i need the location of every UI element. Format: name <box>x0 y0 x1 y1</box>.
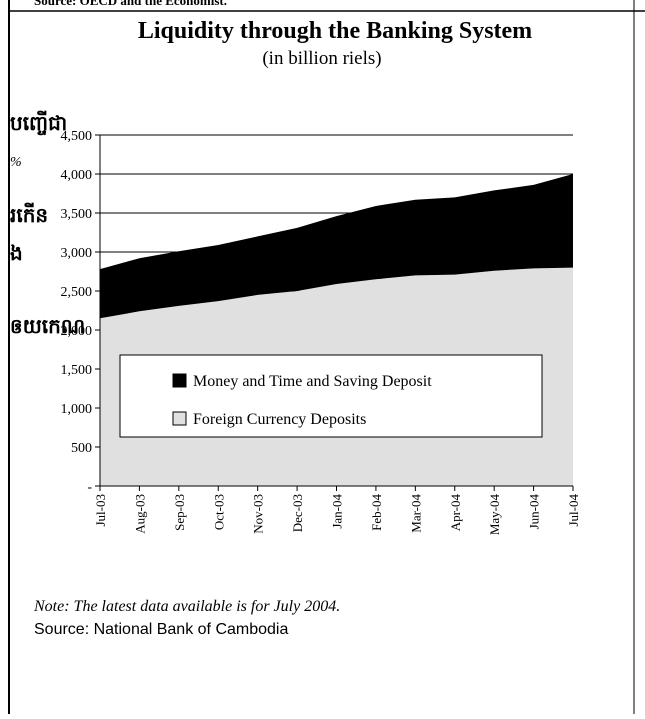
x-tick-label: Jul-03 <box>93 494 108 527</box>
y-tick-label: 1,000 <box>61 402 93 417</box>
legend-label: Foreign Currency Deposits <box>193 411 366 428</box>
x-tick-label: Feb-04 <box>369 494 384 531</box>
y-tick-label: 1,500 <box>61 363 93 378</box>
page-header: Source: OECD and the Economist. <box>34 0 227 8</box>
x-tick-label: Nov-03 <box>251 494 266 534</box>
x-tick-label: Jan-04 <box>330 494 345 529</box>
x-tick-label: Mar-04 <box>408 494 423 533</box>
x-tick-label: Jun-04 <box>527 494 542 530</box>
y-tick-label: 4,500 <box>61 129 93 144</box>
y-tick-label: 3,500 <box>61 207 93 222</box>
x-tick-label: Dec-03 <box>290 494 305 532</box>
side-fragment: ឲយកេណ <box>10 314 85 338</box>
side-fragment: បញ្ចើជា <box>10 110 67 136</box>
y-tick-label: 4,000 <box>61 168 93 183</box>
chart-subtitle: (in billion riels) <box>262 48 381 69</box>
y-tick-label: 2,000 <box>61 324 93 339</box>
side-fragment: % <box>10 155 22 170</box>
y-tick-label: 500 <box>71 441 92 456</box>
x-tick-label: Jul-04 <box>566 494 581 527</box>
x-tick-label: Sep-03 <box>172 494 187 531</box>
legend-swatch <box>172 411 187 426</box>
legend-box <box>119 354 543 438</box>
side-fragment: ង <box>10 241 23 265</box>
legend-swatch <box>172 373 187 388</box>
y-tick-label: 2,500 <box>61 285 93 300</box>
area <box>100 174 573 319</box>
chart-title: Liquidity through the Banking System <box>138 18 532 44</box>
plot: - 500 1,000 1,500 2,000 2,500 3,000 3,500 4,000 4… <box>61 129 582 535</box>
source: Source: National Bank of Cambodia <box>34 621 288 638</box>
y-tick-label: - <box>87 480 92 495</box>
y-tick-label: 3,000 <box>61 246 93 261</box>
x-tick-label: Apr-04 <box>448 494 463 532</box>
legend-label: Money and Time and Saving Deposit <box>193 373 432 390</box>
x-tick-label: Oct-03 <box>211 494 226 530</box>
x-tick-label: Aug-03 <box>132 494 147 534</box>
note: Note: The latest data available is for J… <box>33 598 340 615</box>
side-fragment: រកើន <box>10 202 48 227</box>
x-tick-label: May-04 <box>487 494 502 536</box>
